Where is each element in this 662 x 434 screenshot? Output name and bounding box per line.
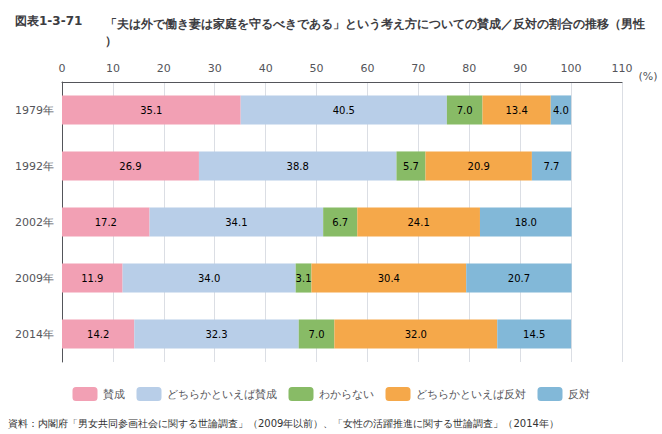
svg-text:7.0: 7.0: [309, 329, 325, 340]
svg-text:90: 90: [513, 62, 527, 75]
svg-text:30: 30: [208, 62, 222, 75]
svg-text:4.0: 4.0: [553, 105, 569, 116]
svg-text:30.4: 30.4: [378, 273, 400, 284]
svg-text:賛成: 賛成: [103, 388, 125, 401]
svg-text:26.9: 26.9: [119, 161, 141, 172]
svg-text:17.2: 17.2: [95, 217, 117, 228]
svg-text:20: 20: [157, 62, 171, 75]
svg-text:資料：内閣府「男女共同参画社会に関する世論調査」（2009年: 資料：内閣府「男女共同参画社会に関する世論調査」（2009年以前）、「女性の活躍…: [8, 418, 559, 429]
svg-text:20.9: 20.9: [468, 161, 490, 172]
svg-text:34.1: 34.1: [225, 217, 247, 228]
svg-text:13.4: 13.4: [505, 105, 527, 116]
svg-text:32.3: 32.3: [205, 329, 227, 340]
svg-text:11.9: 11.9: [81, 273, 103, 284]
svg-text:35.1: 35.1: [140, 105, 162, 116]
svg-text:「夫は外で働き妻は家庭を守るべきである」という考え方について: 「夫は外で働き妻は家庭を守るべきである」という考え方についての賛成／反対の割合の…: [105, 17, 645, 31]
svg-text:24.1: 24.1: [407, 217, 429, 228]
svg-text:40.5: 40.5: [333, 105, 355, 116]
svg-text:100: 100: [561, 62, 582, 75]
svg-text:図表1-3-71: 図表1-3-71: [15, 14, 82, 28]
svg-text:40: 40: [259, 62, 273, 75]
svg-text:18.0: 18.0: [515, 217, 537, 228]
svg-text:20.7: 20.7: [508, 273, 530, 284]
svg-text:2009年: 2009年: [15, 272, 54, 285]
svg-text:わからない: わからない: [319, 388, 374, 401]
svg-text:どちらかといえば賛成: どちらかといえば賛成: [167, 388, 277, 401]
svg-text:10: 10: [106, 62, 120, 75]
svg-text:7.7: 7.7: [544, 161, 560, 172]
svg-text:38.8: 38.8: [287, 161, 309, 172]
svg-text:70: 70: [411, 62, 425, 75]
svg-text:2002年: 2002年: [15, 216, 54, 229]
svg-text:110: 110: [612, 62, 633, 75]
svg-text:反対: 反対: [568, 388, 590, 401]
svg-text:）: ）: [105, 34, 117, 48]
svg-text:2014年: 2014年: [15, 328, 54, 341]
svg-text:50: 50: [310, 62, 324, 75]
svg-text:34.0: 34.0: [198, 273, 220, 284]
svg-text:どちらかといえば反対: どちらかといえば反対: [416, 388, 526, 401]
svg-text:6.7: 6.7: [332, 217, 348, 228]
svg-text:14.5: 14.5: [523, 329, 545, 340]
svg-text:7.0: 7.0: [457, 105, 473, 116]
svg-text:32.0: 32.0: [405, 329, 427, 340]
svg-text:60: 60: [360, 62, 374, 75]
svg-text:5.7: 5.7: [403, 161, 419, 172]
svg-text:(%): (%): [638, 70, 657, 83]
svg-text:1979年: 1979年: [15, 104, 54, 117]
svg-text:3.1: 3.1: [296, 273, 312, 284]
svg-text:14.2: 14.2: [87, 329, 109, 340]
svg-text:80: 80: [462, 62, 476, 75]
svg-text:1992年: 1992年: [15, 160, 54, 173]
svg-text:0: 0: [59, 62, 66, 75]
